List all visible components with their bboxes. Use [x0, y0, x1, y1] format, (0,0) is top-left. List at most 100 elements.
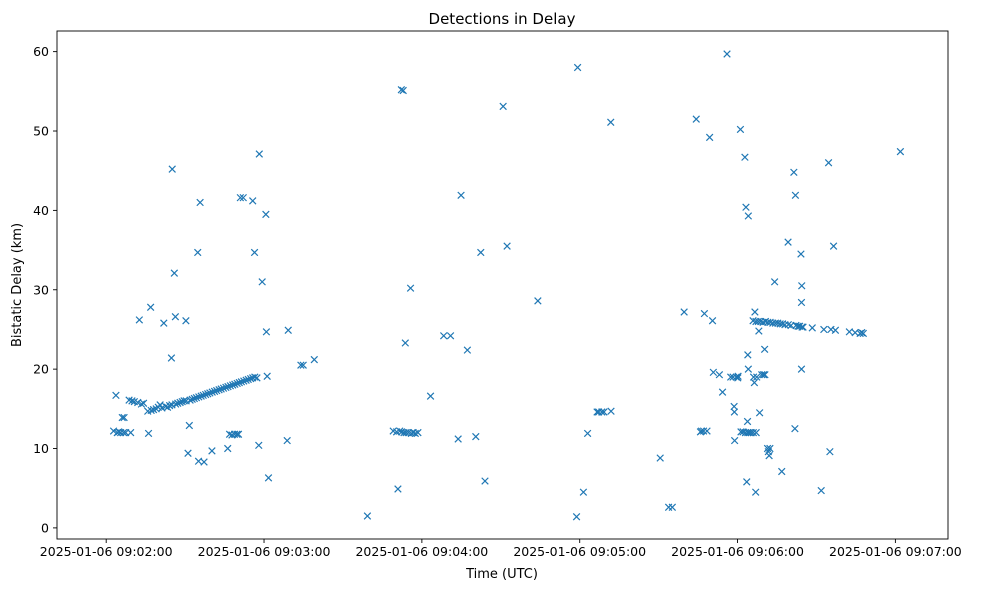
data-point-124 — [463, 346, 472, 354]
data-point-138 — [600, 408, 608, 416]
data-point-174 — [744, 428, 752, 437]
data-point-230 — [824, 159, 833, 167]
data-point-233 — [829, 242, 838, 250]
data-point-29 — [165, 401, 174, 410]
data-point-128 — [499, 102, 507, 111]
data-point-226 — [799, 323, 807, 331]
data-point-20 — [147, 406, 155, 415]
data-point-141 — [656, 454, 664, 462]
y-tick-label-3: 30 — [33, 282, 49, 297]
data-point-79 — [237, 378, 246, 386]
data-point-69 — [226, 382, 235, 390]
data-point-156 — [723, 50, 731, 58]
data-point-42 — [184, 449, 192, 457]
data-point-64 — [219, 384, 228, 392]
data-point-212 — [784, 238, 792, 246]
data-point-65 — [222, 383, 230, 392]
x-tick-label-3: 2025-01-06 09:05:00 — [513, 544, 646, 559]
data-point-157 — [726, 373, 735, 381]
data-point-136 — [594, 408, 603, 416]
data-point-240 — [896, 147, 905, 156]
y-tick-label-4: 40 — [33, 203, 49, 218]
data-point-231 — [826, 447, 834, 456]
data-point-30 — [167, 354, 176, 362]
data-point-120 — [439, 332, 448, 340]
data-point-202 — [766, 444, 774, 453]
data-point-39 — [180, 397, 188, 405]
data-point-56 — [204, 390, 212, 398]
data-point-6 — [119, 428, 128, 437]
data-point-62 — [215, 386, 223, 394]
data-point-175 — [744, 365, 753, 373]
data-point-211 — [781, 320, 789, 329]
data-point-205 — [770, 278, 779, 286]
data-point-223 — [797, 365, 806, 373]
data-point-37 — [176, 398, 184, 407]
data-point-84 — [246, 374, 255, 383]
data-point-130 — [534, 297, 542, 305]
data-point-75 — [233, 379, 241, 388]
data-point-122 — [454, 435, 462, 443]
x-tick-label-4: 2025-01-06 09:06:00 — [671, 544, 804, 559]
data-point-224 — [798, 282, 806, 290]
data-point-182 — [750, 378, 759, 387]
data-point-88 — [251, 373, 259, 381]
data-point-184 — [751, 488, 760, 496]
data-point-97 — [283, 436, 291, 445]
data-point-59 — [208, 388, 216, 396]
data-point-89 — [253, 374, 261, 382]
y-tick-label-6: 60 — [33, 44, 49, 59]
data-point-55 — [201, 390, 210, 399]
plot-frame — [56, 30, 949, 540]
data-point-67 — [224, 382, 232, 391]
data-point-119 — [426, 392, 435, 400]
data-point-96 — [264, 474, 273, 482]
x-tick-label-1: 2025-01-06 09:03:00 — [198, 544, 331, 559]
data-point-153 — [709, 368, 718, 377]
data-point-229 — [820, 325, 828, 334]
data-point-227 — [808, 324, 816, 332]
data-point-81 — [240, 377, 248, 385]
data-point-183 — [751, 308, 759, 316]
data-point-216 — [791, 424, 799, 433]
data-point-145 — [692, 115, 700, 123]
data-point-102 — [363, 512, 372, 520]
data-point-195 — [760, 345, 769, 354]
data-point-217 — [791, 191, 800, 200]
data-point-15 — [137, 400, 146, 408]
data-point-33 — [170, 269, 179, 277]
data-point-148 — [699, 427, 708, 435]
data-point-189 — [755, 327, 763, 335]
data-point-172 — [743, 417, 752, 426]
data-point-106 — [396, 427, 404, 435]
data-point-139 — [607, 118, 615, 127]
data-point-50 — [195, 393, 203, 401]
data-point-109 — [399, 86, 407, 95]
data-point-99 — [297, 361, 305, 369]
data-point-90 — [255, 441, 263, 450]
data-point-66 — [224, 444, 232, 453]
data-point-225 — [798, 323, 806, 331]
data-point-151 — [705, 133, 714, 142]
data-point-14 — [135, 316, 144, 324]
data-point-149 — [700, 309, 709, 318]
data-point-94 — [262, 328, 271, 336]
data-point-85 — [248, 197, 257, 205]
x-axis: 2025-01-06 09:02:00 2025-01-06 09:03:00 20… — [40, 539, 962, 559]
data-point-160 — [730, 408, 739, 416]
data-point-131 — [572, 513, 581, 521]
data-point-35 — [171, 400, 180, 408]
data-point-140 — [607, 407, 615, 415]
data-point-16 — [139, 399, 148, 407]
data-point-163 — [734, 374, 742, 382]
data-point-143 — [668, 503, 677, 511]
data-point-80 — [239, 193, 247, 202]
data-point-46 — [190, 394, 199, 403]
data-point-77 — [235, 378, 244, 387]
data-point-132 — [573, 63, 582, 72]
data-point-98 — [284, 326, 292, 334]
data-point-133 — [579, 488, 588, 496]
data-point-11 — [128, 397, 136, 405]
y-axis: 0 10 20 30 40 50 60 — [33, 44, 57, 535]
data-point-45 — [188, 395, 196, 404]
